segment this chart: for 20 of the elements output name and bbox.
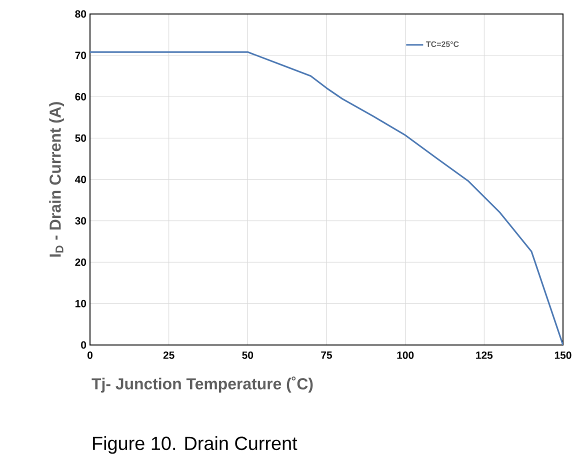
y-tick-label: 60 (75, 93, 86, 100)
y-tick-label: 50 (75, 134, 86, 142)
x-tick-label: 125 (476, 352, 493, 359)
y-axis-title: I$_{D}$ - Drain Current (A) (49, 102, 64, 257)
x-tick-label: 150 (554, 352, 572, 359)
x-axis-title: Tj- Junction Temperature (˚C) (92, 376, 313, 393)
y-tick-label: 40 (75, 176, 86, 184)
x-tick-label: 25 (163, 352, 174, 359)
y-tick-label: 10 (76, 300, 86, 308)
x-tick-label: 50 (242, 352, 254, 359)
y-tick-label: 80 (75, 10, 86, 18)
x-tick-label: 100 (397, 352, 414, 359)
y-tick-label: 0 (81, 341, 86, 349)
y-tick-label: 20 (75, 258, 86, 266)
caption: Figure 10. Drain Current (93, 436, 298, 454)
y-tick-label: 30 (75, 217, 86, 225)
line-series (90, 51, 564, 345)
x-tick-label: 0 (88, 352, 92, 359)
x-tick-label: 75 (321, 352, 332, 359)
y-tick-label: 70 (75, 52, 86, 60)
